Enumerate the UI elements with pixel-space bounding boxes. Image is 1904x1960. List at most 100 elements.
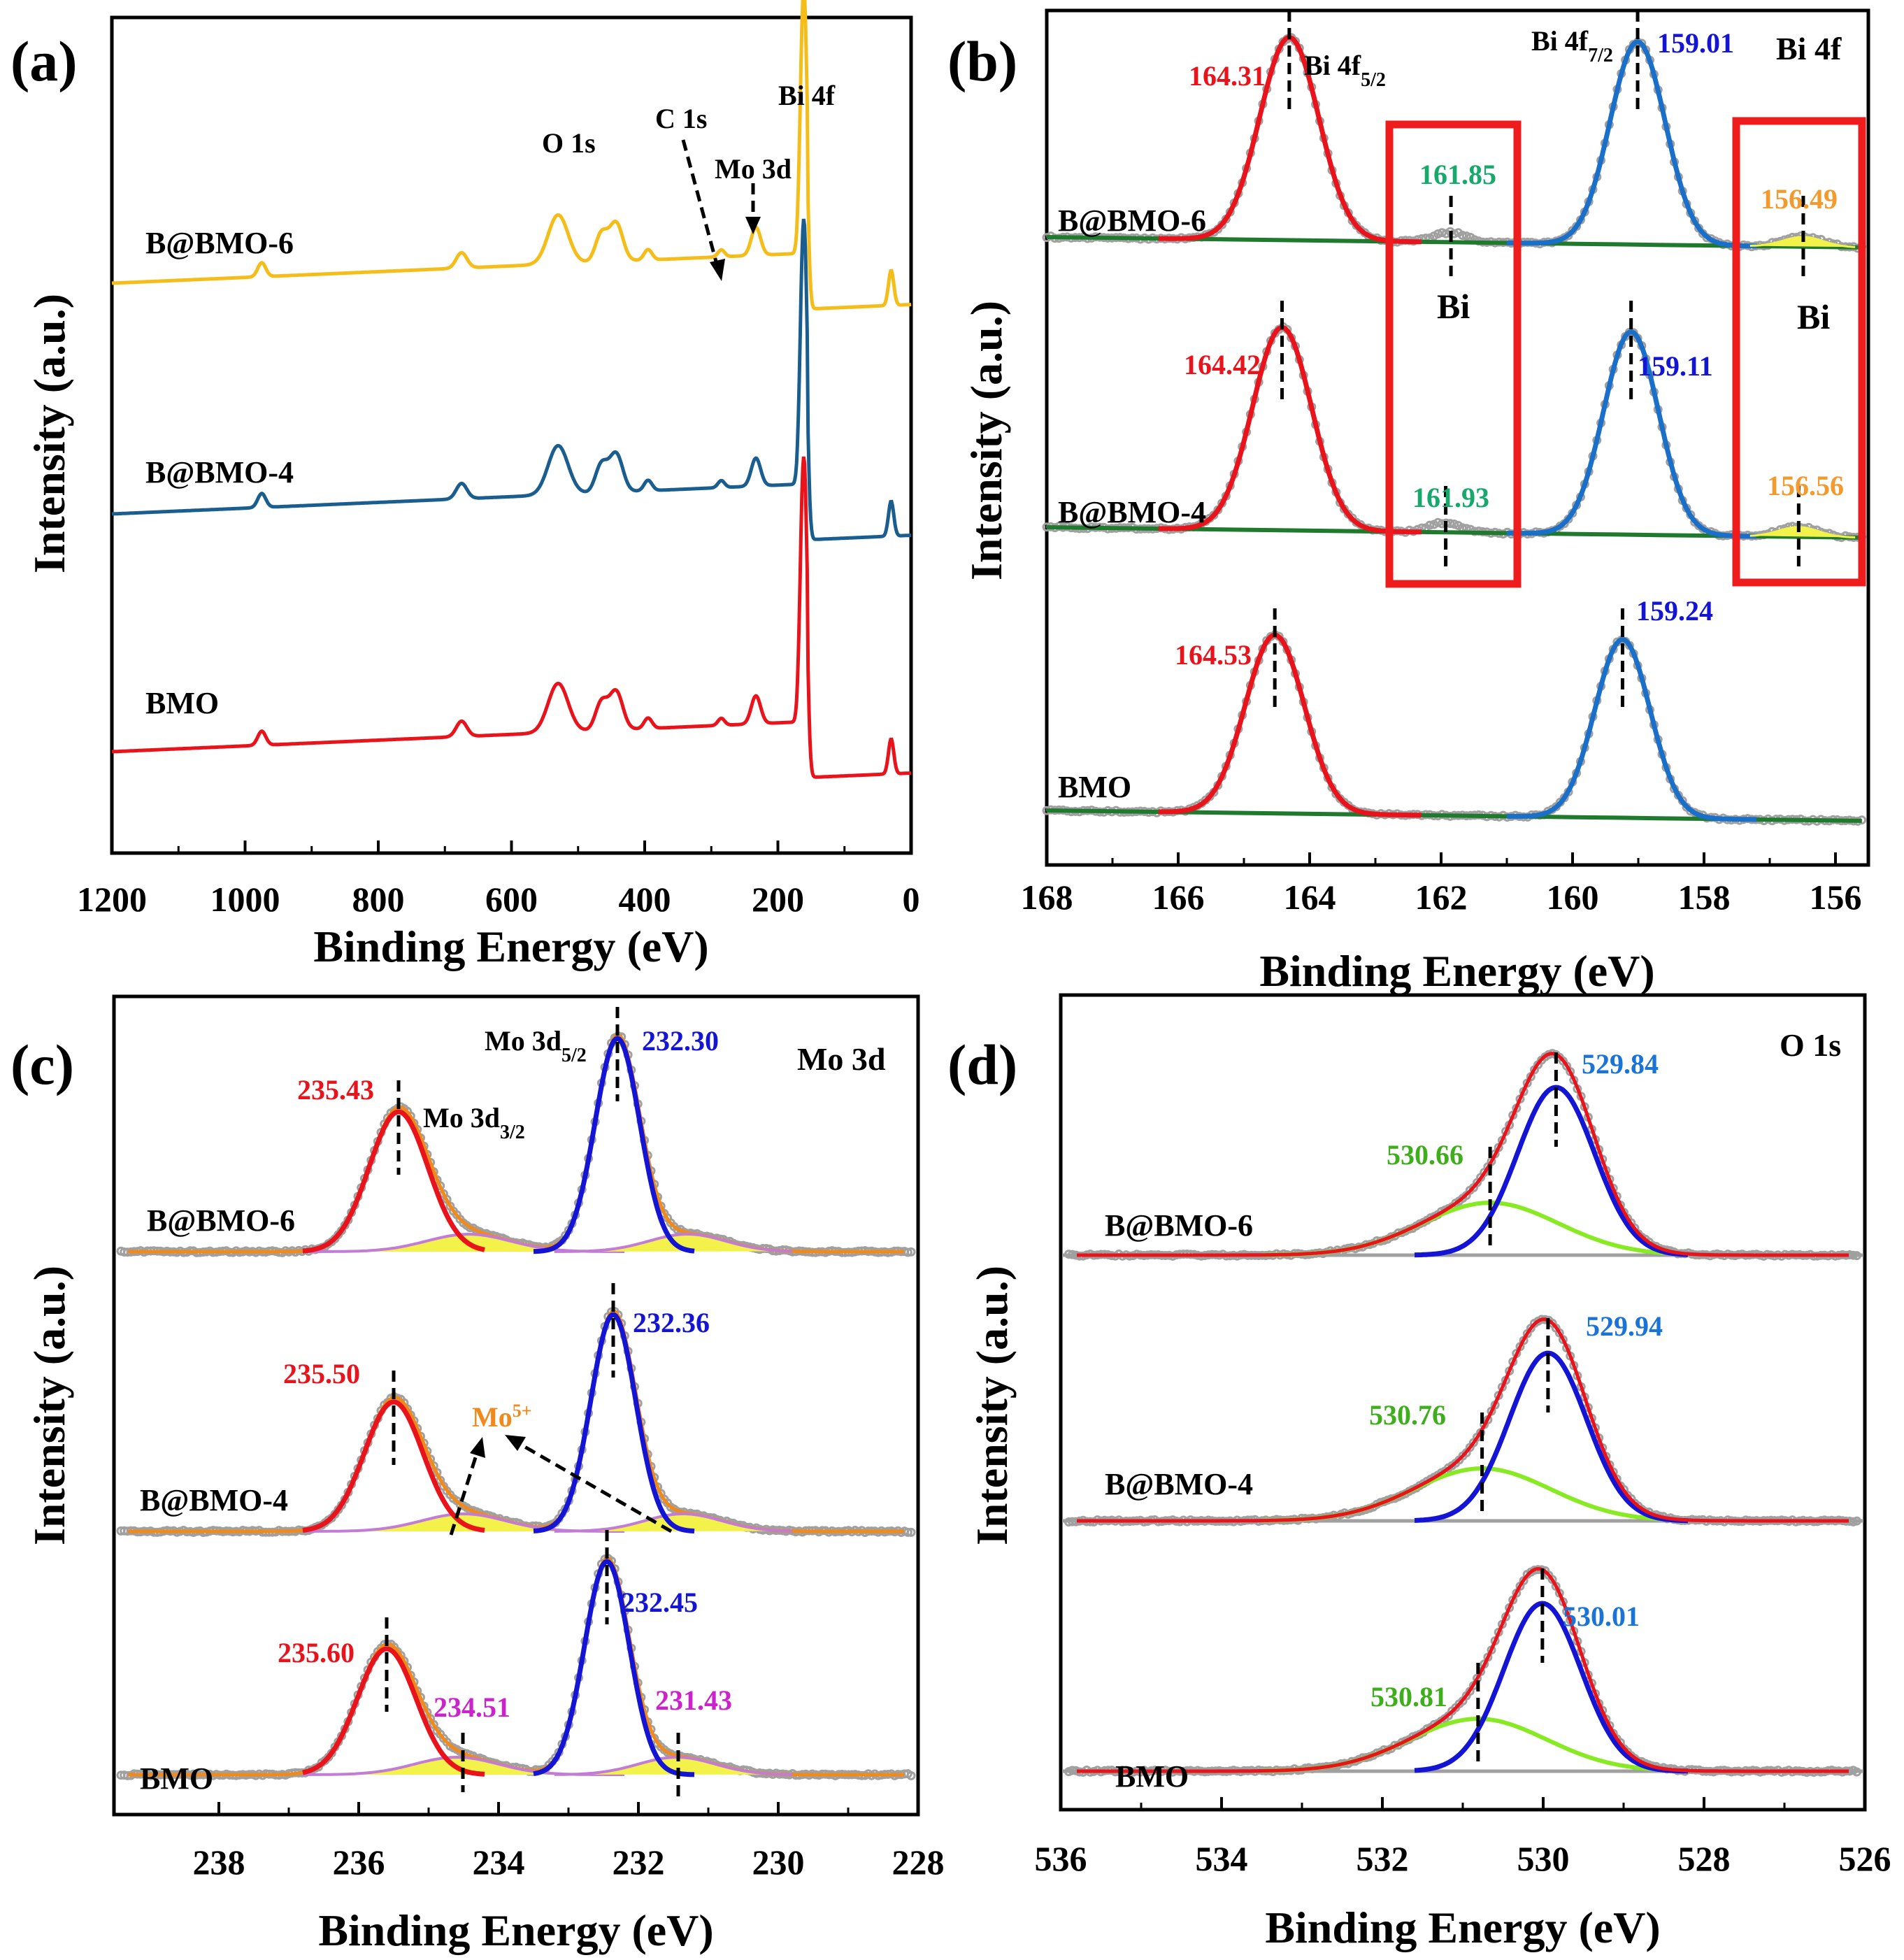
panel-a-ylabel: Intensity (a.u.): [24, 294, 74, 573]
x-tick-label: 166: [1152, 878, 1205, 917]
d-series-label-b4: B@BMO-4: [1105, 1467, 1253, 1501]
panel-d-corner-title: O 1s: [1780, 1027, 1841, 1063]
panel-d-ylabel: Intensity (a.u.): [967, 1266, 1017, 1545]
c-val-bmo-a: 235.60: [278, 1637, 355, 1668]
bi4f72-label: Bi 4f7/2: [1531, 25, 1613, 66]
x-tick-label: 800: [352, 880, 405, 919]
x-tick-label: 0: [903, 880, 920, 919]
x-tick-label: 232: [613, 1843, 665, 1882]
b-val-b6-b: 161.85: [1419, 159, 1496, 190]
b-val-b6-d: 156.49: [1761, 183, 1838, 215]
bi-label-left: Bi: [1437, 287, 1470, 326]
series-label-bmo: BMO: [145, 686, 219, 720]
b-val-b4-b: 161.93: [1412, 482, 1489, 513]
x-tick-label: 156: [1810, 878, 1862, 917]
b-val-bmo-c: 159.24: [1636, 595, 1713, 627]
x-tick-label: 158: [1678, 878, 1731, 917]
fit-o-lattice: [1415, 1603, 1688, 1771]
panel-a: (a) Intensity (a.u.) Binding Energy (eV)…: [10, 0, 920, 971]
x-tick-label: 532: [1357, 1839, 1409, 1878]
mo5-label: Mo5+: [472, 1401, 532, 1433]
panel-c-letter: (c): [10, 1033, 74, 1096]
xps-figure: (a) Intensity (a.u.) Binding Energy (eV)…: [0, 0, 1904, 1960]
x-tick-label: 238: [193, 1843, 245, 1882]
panel-d: (d) Intensity (a.u.) Binding Energy (eV)…: [947, 995, 1891, 1952]
d-val-b6-b: 530.66: [1387, 1139, 1463, 1171]
peak-label-c1s: C 1s: [655, 103, 707, 134]
panel-b-frame: [1047, 10, 1868, 865]
x-tick-label: 234: [473, 1843, 525, 1882]
x-tick-label: 526: [1839, 1839, 1891, 1878]
x-tick-label: 536: [1035, 1839, 1087, 1878]
envelope-fit: [128, 1558, 904, 1775]
panel-d-letter: (d): [947, 1033, 1017, 1096]
panel-a-xlabel: Binding Energy (eV): [313, 922, 708, 971]
x-tick-label: 600: [485, 880, 538, 919]
panel-c-xlabel: Binding Energy (eV): [318, 1905, 713, 1955]
x-tick-label: 528: [1678, 1839, 1731, 1878]
mo3d32-label: Mo 3d3/2: [423, 1102, 525, 1143]
peak-label-bi4f: Bi 4f: [778, 80, 836, 111]
b-series-label-bmo: BMO: [1058, 770, 1131, 804]
x-tick-label: 400: [619, 880, 671, 919]
d-val-b4-b: 530.76: [1369, 1399, 1446, 1431]
fit-mo-3d52: [534, 1315, 694, 1531]
c-val-b4-a: 235.50: [283, 1358, 360, 1389]
c-val-b4-b: 232.36: [633, 1307, 710, 1338]
x-tick-label: 164: [1284, 878, 1336, 917]
c-val-bmo-b: 232.45: [621, 1587, 698, 1618]
x-tick-label: 200: [752, 880, 804, 919]
panel-d-xlabel: Binding Energy (eV): [1265, 1903, 1660, 1952]
envelope-fit: [1077, 1569, 1849, 1772]
survey-line-BMO: [112, 457, 911, 777]
panel-c-ylabel: Intensity (a.u.): [24, 1266, 74, 1545]
b-val-b6-c: 159.01: [1657, 27, 1734, 59]
c-series-label-b6: B@BMO-6: [147, 1203, 295, 1238]
series-label-b6: B@BMO-6: [145, 226, 294, 260]
d-val-bmo-b: 530.81: [1370, 1681, 1447, 1712]
series-label-b4: B@BMO-4: [145, 455, 294, 489]
b-series-label-b4: B@BMO-4: [1058, 495, 1206, 529]
x-tick-label: 230: [752, 1843, 805, 1882]
b-val-b4-d: 156.56: [1767, 470, 1844, 501]
fit-bi-4f72: [1507, 640, 1756, 820]
d-val-b6-a: 529.84: [1582, 1048, 1659, 1080]
x-tick-label: 228: [892, 1843, 945, 1882]
x-tick-label: 1200: [77, 880, 147, 919]
d-val-bmo-a: 530.01: [1563, 1601, 1640, 1632]
c-series-label-bmo: BMO: [140, 1761, 213, 1796]
peak-label-o1s: O 1s: [542, 127, 596, 159]
fit-o-oh: [1262, 1468, 1664, 1521]
panel-c-corner-title: Mo 3d: [797, 1041, 886, 1077]
x-tick-label: 162: [1415, 878, 1468, 917]
panel-b-curves: [1043, 10, 1866, 824]
b-val-b4-a: 164.42: [1184, 349, 1261, 380]
panel-b-xlabel: Binding Energy (eV): [1259, 946, 1654, 996]
panel-b-ylabel: Intensity (a.u.): [961, 301, 1011, 580]
x-tick-label: 236: [333, 1843, 385, 1882]
mo3d52-label: Mo 3d5/2: [485, 1025, 587, 1066]
b-val-b6-a: 164.31: [1189, 60, 1266, 92]
c-val-bmo-d: 231.43: [655, 1684, 732, 1716]
panel-b-letter: (b): [947, 29, 1017, 93]
x-tick-label: 534: [1196, 1839, 1248, 1878]
c-series-label-b4: B@BMO-4: [140, 1483, 288, 1517]
panel-a-letter: (a): [10, 29, 78, 93]
fit-bi-4f72: [1507, 42, 1756, 246]
b-series-label-b6: B@BMO-6: [1058, 203, 1206, 238]
panel-b-ticks: 168 166 164 162 160 158 156: [1021, 852, 1862, 917]
b-val-b4-c: 159.11: [1638, 350, 1713, 382]
d-series-label-bmo: BMO: [1115, 1759, 1189, 1794]
b-val-bmo-a: 164.53: [1175, 639, 1252, 671]
c-val-b6-b: 232.30: [642, 1025, 719, 1057]
bi4f52-label: Bi 4f5/2: [1304, 50, 1386, 91]
peak-label-mo3d: Mo 3d: [715, 153, 792, 185]
panel-b: (b) Intensity (a.u.) Binding Energy (eV)…: [947, 10, 1868, 996]
c-val-bmo-c: 234.51: [434, 1691, 510, 1723]
fit-o-lattice: [1415, 1087, 1688, 1255]
d-series-label-b6: B@BMO-6: [1105, 1208, 1253, 1243]
x-tick-label: 168: [1021, 878, 1073, 917]
c-val-b6-a: 235.43: [297, 1074, 374, 1106]
fit-o-lattice: [1415, 1353, 1688, 1521]
panel-c: (c) Intensity (a.u.) Binding Energy (eV)…: [10, 996, 945, 1955]
